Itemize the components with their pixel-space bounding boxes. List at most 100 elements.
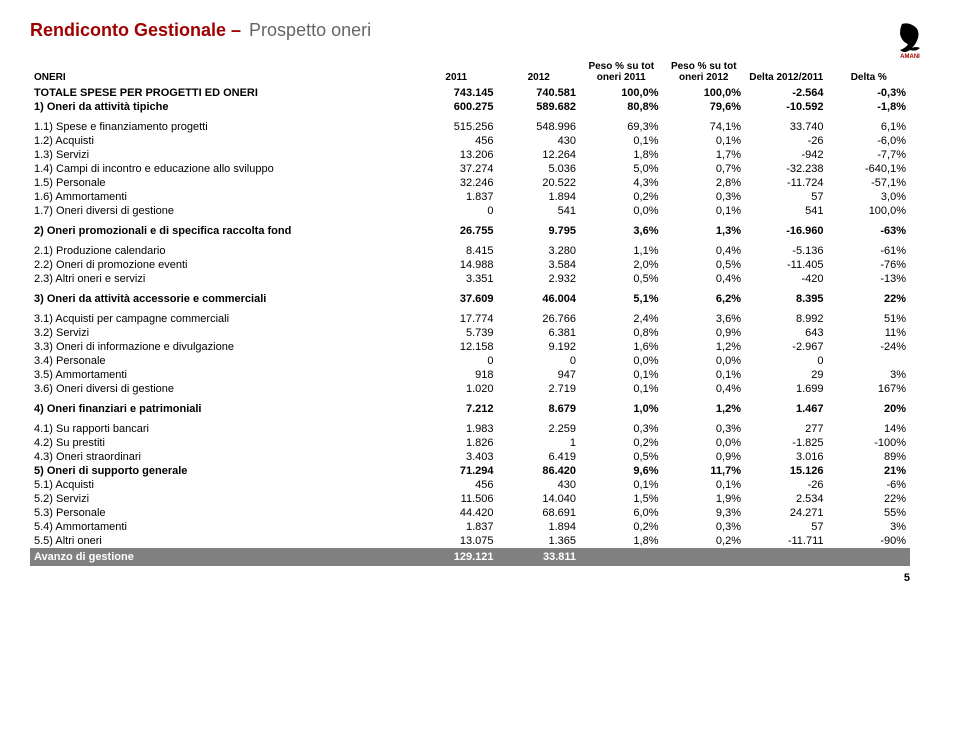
row-value: 1,7% (663, 148, 746, 162)
row-label: 3.6) Oneri diversi di gestione (30, 382, 415, 396)
hdr-peso-2011: Peso % su tot oneri 2011 (580, 60, 663, 86)
row-value: -7,7% (828, 148, 911, 162)
row-value: 0,2% (580, 190, 663, 204)
row-value: 1.837 (415, 520, 498, 534)
row-value: -11.724 (745, 176, 828, 190)
row-value: 0,1% (663, 134, 746, 148)
row-value: 0,2% (580, 520, 663, 534)
row-value: 12.158 (415, 340, 498, 354)
row-value: 12.264 (498, 148, 581, 162)
row-label: 5.1) Acquisti (30, 478, 415, 492)
row-value: 6,1% (828, 120, 911, 134)
row-value: -61% (828, 244, 911, 258)
row-value: 69,3% (580, 120, 663, 134)
page-title: Rendiconto Gestionale – Prospetto oneri (30, 20, 890, 41)
row-value: 14.040 (498, 492, 581, 506)
row-value: 456 (415, 134, 498, 148)
row-value: 26.755 (415, 224, 498, 238)
row-value: 1.467 (745, 402, 828, 416)
row-value: 0 (498, 354, 581, 368)
table-row: Avanzo di gestione129.12133.811 (30, 548, 910, 566)
table-row: 1.1) Spese e finanziamento progetti515.2… (30, 120, 910, 134)
row-value: 3% (828, 520, 911, 534)
hdr-oneri: ONERI (30, 60, 415, 86)
row-value: 430 (498, 478, 581, 492)
row-value: 0,0% (663, 354, 746, 368)
title-main: Rendiconto Gestionale – (30, 20, 241, 41)
row-label: 4.2) Su prestiti (30, 436, 415, 450)
row-value: 0,3% (580, 422, 663, 436)
row-value: 14.988 (415, 258, 498, 272)
row-value: 74,1% (663, 120, 746, 134)
hdr-delta: Delta 2012/2011 (745, 60, 828, 86)
row-label: 5.4) Ammortamenti (30, 520, 415, 534)
table-row: 4.3) Oneri straordinari3.4036.4190,5%0,9… (30, 450, 910, 464)
row-value: 740.581 (498, 86, 581, 100)
title-sub: Prospetto oneri (249, 20, 371, 41)
row-value: 541 (745, 204, 828, 218)
table-row: 2) Oneri promozionali e di specifica rac… (30, 224, 910, 238)
row-value: 44.420 (415, 506, 498, 520)
table-row: 2.3) Altri oneri e servizi3.3512.9320,5%… (30, 272, 910, 286)
row-value: 46.004 (498, 292, 581, 306)
row-value: 0,1% (580, 368, 663, 382)
row-value: 167% (828, 382, 911, 396)
row-value: 918 (415, 368, 498, 382)
row-label: 3.5) Ammortamenti (30, 368, 415, 382)
row-value: 9.795 (498, 224, 581, 238)
row-value: 100,0% (580, 86, 663, 100)
row-value: 79,6% (663, 100, 746, 114)
row-value: 2,0% (580, 258, 663, 272)
row-value: 1,8% (580, 148, 663, 162)
row-value: 0,4% (663, 272, 746, 286)
row-value: 6,0% (580, 506, 663, 520)
row-value: 0,1% (663, 478, 746, 492)
row-value: 1,5% (580, 492, 663, 506)
row-value: 0,7% (663, 162, 746, 176)
row-value: 0 (415, 354, 498, 368)
row-value: 9.192 (498, 340, 581, 354)
row-value: 2.932 (498, 272, 581, 286)
row-value: 1.983 (415, 422, 498, 436)
row-value: 8.395 (745, 292, 828, 306)
row-value (663, 548, 746, 566)
row-label: 2.2) Oneri di promozione eventi (30, 258, 415, 272)
row-label: 1) Oneri da attività tipiche (30, 100, 415, 114)
row-value: 1,6% (580, 340, 663, 354)
row-value: 29 (745, 368, 828, 382)
row-value: 0,9% (663, 326, 746, 340)
row-value: 0,0% (580, 354, 663, 368)
row-value: 2,8% (663, 176, 746, 190)
row-value: 1 (498, 436, 581, 450)
row-label: 2.1) Produzione calendario (30, 244, 415, 258)
row-value: -16.960 (745, 224, 828, 238)
row-label: 4.3) Oneri straordinari (30, 450, 415, 464)
row-value: 6,2% (663, 292, 746, 306)
row-value: -100% (828, 436, 911, 450)
row-value: 68.691 (498, 506, 581, 520)
row-value: 0,1% (580, 382, 663, 396)
row-label: 3.2) Servizi (30, 326, 415, 340)
row-value: 26.766 (498, 312, 581, 326)
row-value: 33.811 (498, 548, 581, 566)
row-value: 3.584 (498, 258, 581, 272)
row-value: 0,1% (663, 204, 746, 218)
table-row: 1.7) Oneri diversi di gestione05410,0%0,… (30, 204, 910, 218)
row-value: 0,9% (663, 450, 746, 464)
table-row: 3.6) Oneri diversi di gestione1.0202.719… (30, 382, 910, 396)
row-value: 0,1% (580, 134, 663, 148)
row-value: 0,5% (580, 272, 663, 286)
row-value: -420 (745, 272, 828, 286)
table-row: 2.2) Oneri di promozione eventi14.9883.5… (30, 258, 910, 272)
row-value: 430 (498, 134, 581, 148)
row-value: -13% (828, 272, 911, 286)
row-value: 20.522 (498, 176, 581, 190)
row-value: 0,4% (663, 382, 746, 396)
row-label: 3.3) Oneri di informazione e divulgazion… (30, 340, 415, 354)
row-value: 0 (745, 354, 828, 368)
row-value: 5,1% (580, 292, 663, 306)
row-value: 0,3% (663, 422, 746, 436)
row-value: 3.016 (745, 450, 828, 464)
row-value: 1,2% (663, 340, 746, 354)
row-value: 8.415 (415, 244, 498, 258)
